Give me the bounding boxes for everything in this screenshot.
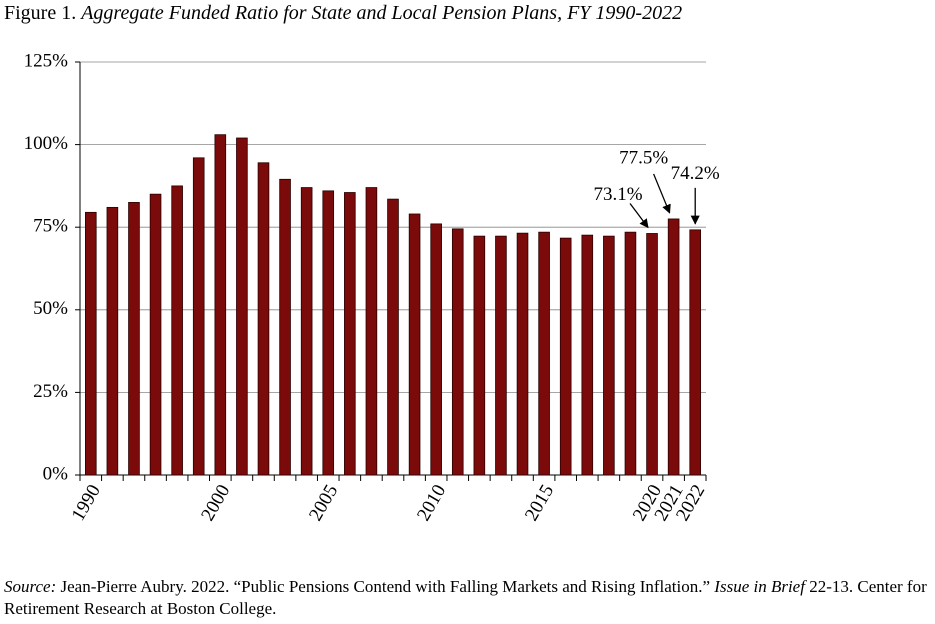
bar xyxy=(300,187,313,476)
y-tick-label: 50% xyxy=(33,298,68,319)
title-prefix: Figure 1. xyxy=(4,2,77,24)
annotation-arrow xyxy=(653,173,671,214)
bar xyxy=(473,235,486,476)
value-label: 77.5% xyxy=(619,147,668,168)
bar xyxy=(646,233,658,476)
bar xyxy=(603,235,615,476)
y-tick-label: 25% xyxy=(33,381,68,402)
bar xyxy=(387,198,399,476)
bar xyxy=(279,178,291,476)
bar xyxy=(106,206,119,476)
bar xyxy=(538,231,550,476)
y-tick-label: 0% xyxy=(43,463,69,484)
bar xyxy=(192,157,205,476)
x-tick-label: 2010 xyxy=(413,481,450,524)
bar xyxy=(84,211,97,476)
bar xyxy=(451,228,464,476)
x-tick-label: 2000 xyxy=(197,481,234,524)
x-tick-label: 2005 xyxy=(305,481,342,524)
chart: 0%25%50%75%100%125%1990 2000 2005 2010 2015 2… xyxy=(24,50,720,524)
source-label: Source: xyxy=(4,577,57,596)
y-tick-label: 100% xyxy=(24,133,69,154)
bar xyxy=(365,187,378,476)
bar xyxy=(430,223,442,476)
bar xyxy=(257,162,270,476)
bar xyxy=(624,231,637,476)
bar xyxy=(344,192,356,476)
bar xyxy=(495,235,507,476)
bar xyxy=(214,134,227,476)
bar xyxy=(236,137,248,476)
x-tick-label: 2015 xyxy=(521,481,558,524)
source-series: Issue in Brief xyxy=(714,577,805,596)
source-note: Source: Jean-Pierre Aubry. 2022. “Public… xyxy=(4,576,929,620)
bar xyxy=(171,185,183,476)
title-text: Aggregate Funded Ratio for State and Loc… xyxy=(81,2,683,24)
source-text: 22-13. Center for Retirement Research at… xyxy=(4,577,927,618)
bar xyxy=(516,232,529,476)
chart-title: Figure 1. Aggregate Funded Ratio for Sta… xyxy=(4,2,682,25)
bar xyxy=(322,190,335,476)
bar xyxy=(581,234,594,476)
bar xyxy=(128,202,140,476)
y-tick-label: 125% xyxy=(24,50,69,71)
y-tick-label: 75% xyxy=(33,216,68,237)
annotation-arrow xyxy=(629,203,649,229)
source-text: Jean-Pierre Aubry. 2022. “Public Pension… xyxy=(60,577,711,596)
bar xyxy=(667,218,680,476)
bar xyxy=(689,229,702,476)
value-label: 73.1% xyxy=(593,184,642,205)
value-label: 74.2% xyxy=(671,163,720,184)
bar xyxy=(149,193,162,476)
x-tick-label: 1990 xyxy=(68,481,105,524)
bar xyxy=(559,237,572,476)
bar xyxy=(408,213,421,476)
